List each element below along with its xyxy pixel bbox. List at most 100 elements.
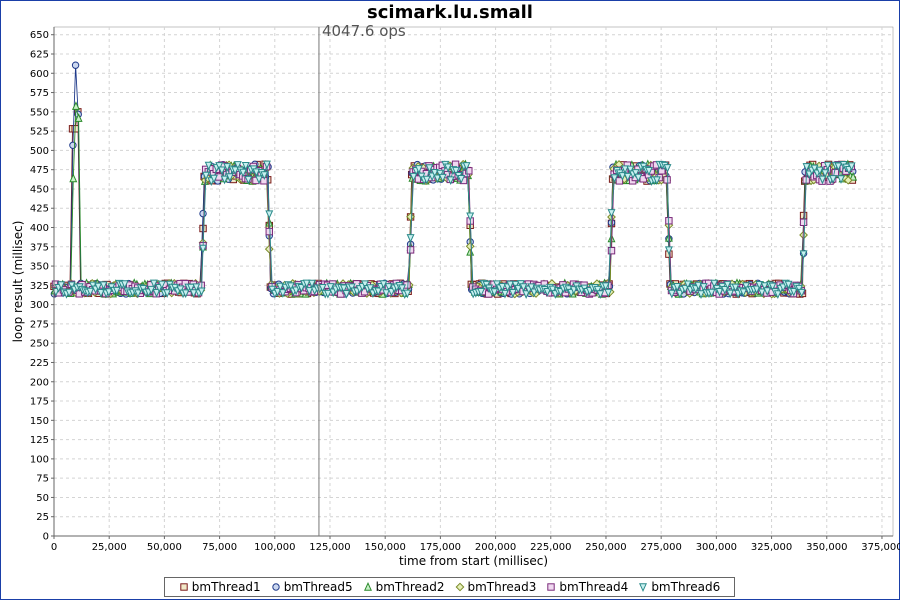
data-point <box>723 280 732 290</box>
data-point <box>757 288 766 298</box>
legend-marker <box>455 582 464 592</box>
data-point <box>187 283 195 293</box>
x-tick-label: 225,000 <box>530 542 571 553</box>
legend-label: bmThread2 <box>375 580 445 594</box>
x-tick-label: 50,000 <box>147 542 182 553</box>
data-point <box>652 176 661 186</box>
data-point <box>522 290 531 299</box>
x-tick-label: 325,000 <box>751 542 792 553</box>
data-point <box>197 287 206 297</box>
data-point <box>163 289 172 298</box>
data-point <box>631 169 640 178</box>
y-tick-label: 600 <box>30 69 49 80</box>
y-tick-label: 425 <box>30 204 49 215</box>
series-layer <box>50 61 858 300</box>
data-point <box>514 284 523 294</box>
data-point <box>831 168 840 177</box>
data-point <box>189 289 198 298</box>
data-point <box>451 166 460 176</box>
data-point <box>96 289 105 298</box>
data-point <box>199 244 208 254</box>
data-point <box>308 279 316 289</box>
legend-item-bmThread6: bmThread6 <box>638 580 720 594</box>
data-point <box>104 288 113 297</box>
legend-marker <box>547 583 556 591</box>
data-point <box>593 285 602 295</box>
data-point <box>466 212 475 222</box>
y-tick-label: 375 <box>30 242 49 253</box>
x-tick-label: 300,000 <box>696 542 737 553</box>
legend-marker <box>363 582 372 591</box>
legend-label: bmThread1 <box>191 580 261 594</box>
data-point <box>65 288 74 298</box>
data-point <box>302 279 311 289</box>
data-point <box>477 288 486 297</box>
y-axis-label: loop result (millisec) <box>11 221 25 343</box>
data-point <box>527 283 536 293</box>
data-point <box>374 287 383 297</box>
y-tick-label: 0 <box>43 532 49 543</box>
data-point <box>323 289 332 299</box>
x-axis-label: time from start (millisec) <box>399 554 548 568</box>
data-point <box>403 289 412 299</box>
data-point <box>665 217 673 225</box>
legend-marker <box>639 583 648 592</box>
data-point <box>490 288 499 297</box>
y-tick-label: 200 <box>30 377 49 388</box>
data-point <box>508 289 517 298</box>
data-point <box>818 175 827 185</box>
data-point <box>305 287 314 296</box>
data-point <box>202 171 210 181</box>
data-point <box>342 290 351 299</box>
legend-marker <box>180 583 188 591</box>
data-point <box>382 289 391 298</box>
data-point <box>663 164 672 173</box>
legend-marker-icon <box>363 582 372 591</box>
data-point <box>74 113 83 122</box>
data-point <box>663 176 671 184</box>
data-point <box>664 246 673 256</box>
data-point <box>847 162 856 172</box>
y-tick-label: 300 <box>30 300 49 311</box>
data-point <box>239 168 248 178</box>
data-point <box>610 174 619 183</box>
data-point <box>120 280 129 289</box>
data-point <box>752 285 761 295</box>
data-point <box>223 163 232 172</box>
legend-item-bmThread1: bmThread1 <box>179 580 261 594</box>
chart-plot: 0 25 50 75 100 125 150 175 200 225 250 275 300 325 350… <box>11 22 900 568</box>
y-tick-label: 450 <box>30 184 49 195</box>
data-point <box>204 161 213 171</box>
data-point <box>784 280 793 290</box>
y-tick-label: 150 <box>30 416 49 427</box>
data-point <box>422 175 431 185</box>
legend-label: bmThread6 <box>651 580 721 594</box>
data-point <box>181 289 190 299</box>
data-point <box>384 283 393 292</box>
data-point <box>849 171 858 181</box>
data-point <box>789 287 798 297</box>
y-tick-label: 225 <box>30 358 49 369</box>
data-point <box>199 209 207 218</box>
data-point <box>763 287 772 296</box>
data-point <box>773 290 782 300</box>
data-point <box>694 281 703 291</box>
legend-label: bmThread5 <box>283 580 353 594</box>
data-point <box>112 286 121 296</box>
y-tick-label: 400 <box>30 223 49 234</box>
data-point <box>225 173 234 182</box>
data-point <box>760 282 769 291</box>
data-point <box>217 166 226 176</box>
y-tick-label: 125 <box>30 435 49 446</box>
chart-title: scimark.lu.small <box>367 2 533 23</box>
x-tick-label: 125,000 <box>309 542 350 553</box>
data-point <box>623 172 632 182</box>
data-point <box>406 234 415 243</box>
data-point <box>278 289 287 298</box>
y-tick-label: 325 <box>30 281 49 292</box>
legend-item-bmThread3: bmThread3 <box>455 580 536 594</box>
data-point <box>414 165 423 174</box>
data-point <box>837 175 845 184</box>
data-point <box>438 173 447 183</box>
axes: 0 25 50 75 100 125 150 175 200 225 250 275 300 325 350… <box>30 27 900 553</box>
